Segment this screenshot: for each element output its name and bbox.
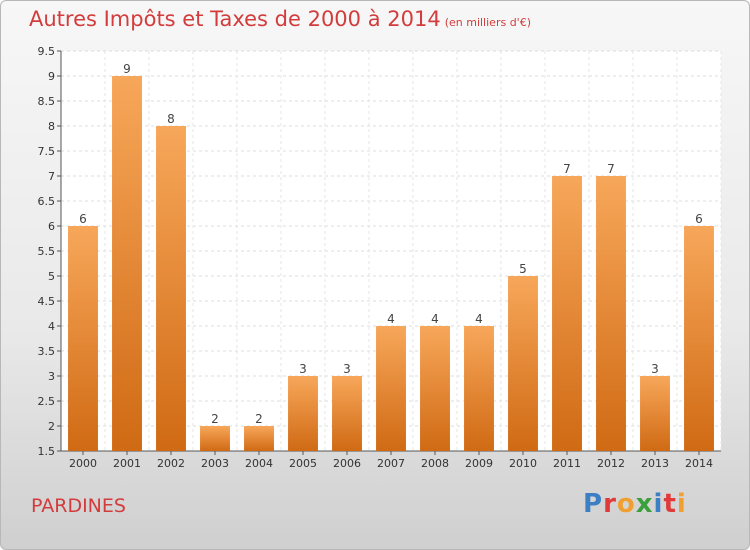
bar-2014 — [684, 226, 714, 451]
y-tick-label: 3.5 — [38, 345, 56, 358]
y-tick-label: 5.5 — [38, 245, 56, 258]
data-label-2011: 7 — [563, 162, 571, 176]
bar-2006 — [332, 376, 362, 451]
bar-2005 — [288, 376, 318, 451]
data-label-2004: 2 — [255, 412, 263, 426]
x-tick-label-2013: 2013 — [641, 457, 669, 470]
bar-2008 — [420, 326, 450, 451]
y-tick-label: 3 — [48, 370, 55, 383]
x-tick-label-2007: 2007 — [377, 457, 405, 470]
data-label-2003: 2 — [211, 412, 219, 426]
bar-2002 — [156, 126, 186, 451]
commune-name: PARDINES — [31, 495, 126, 517]
y-tick-label: 6 — [48, 220, 55, 233]
y-tick-label: 7.5 — [38, 145, 56, 158]
x-tick-label-2005: 2005 — [289, 457, 317, 470]
x-tick-label-2009: 2009 — [465, 457, 493, 470]
chart-title: Autres Impôts et Taxes de 2000 à 2014 (en… — [29, 7, 531, 31]
y-tick-label: 4 — [48, 320, 55, 333]
proxiti-logo[interactable]: Proxiti — [583, 489, 687, 519]
x-tick-label-2011: 2011 — [553, 457, 581, 470]
y-tick-label: 1.5 — [38, 445, 56, 458]
y-tick-label: 2.5 — [38, 395, 56, 408]
y-tick-label: 6.5 — [38, 195, 56, 208]
data-label-2008: 4 — [431, 312, 439, 326]
data-label-2000: 6 — [79, 212, 87, 226]
bar-2004 — [244, 426, 274, 451]
x-tick-label-2003: 2003 — [201, 457, 229, 470]
x-tick-label-2012: 2012 — [597, 457, 625, 470]
data-label-2013: 3 — [651, 362, 659, 376]
bar-2013 — [640, 376, 670, 451]
x-tick-label-2010: 2010 — [509, 457, 537, 470]
y-tick-label: 8.5 — [38, 95, 56, 108]
x-tick-label-2002: 2002 — [157, 457, 185, 470]
chart-subtitle: (en milliers d'€) — [444, 16, 531, 29]
data-label-2007: 4 — [387, 312, 395, 326]
data-label-2012: 7 — [607, 162, 615, 176]
data-label-2001: 9 — [123, 62, 131, 76]
bar-2012 — [596, 176, 626, 451]
x-tick-label-2014: 2014 — [685, 457, 713, 470]
x-tick-label-2006: 2006 — [333, 457, 361, 470]
bar-2007 — [376, 326, 406, 451]
bar-2003 — [200, 426, 230, 451]
data-label-2005: 3 — [299, 362, 307, 376]
data-label-2009: 4 — [475, 312, 483, 326]
bar-2009 — [464, 326, 494, 451]
y-tick-label: 9.5 — [38, 45, 56, 58]
bar-2010 — [508, 276, 538, 451]
x-tick-label-2004: 2004 — [245, 457, 273, 470]
y-tick-label: 4.5 — [38, 295, 56, 308]
y-tick-label: 2 — [48, 420, 55, 433]
data-label-2002: 8 — [167, 112, 175, 126]
y-tick-label: 8 — [48, 120, 55, 133]
y-tick-label: 7 — [48, 170, 55, 183]
data-label-2006: 3 — [343, 362, 351, 376]
bar-2001 — [112, 76, 142, 451]
data-label-2014: 6 — [695, 212, 703, 226]
x-tick-label-2001: 2001 — [113, 457, 141, 470]
bar-2000 — [68, 226, 98, 451]
x-tick-label-2000: 2000 — [69, 457, 97, 470]
y-tick-label: 5 — [48, 270, 55, 283]
x-tick-label-2008: 2008 — [421, 457, 449, 470]
y-tick-label: 9 — [48, 70, 55, 83]
data-label-2010: 5 — [519, 262, 527, 276]
bar-2011 — [552, 176, 582, 451]
